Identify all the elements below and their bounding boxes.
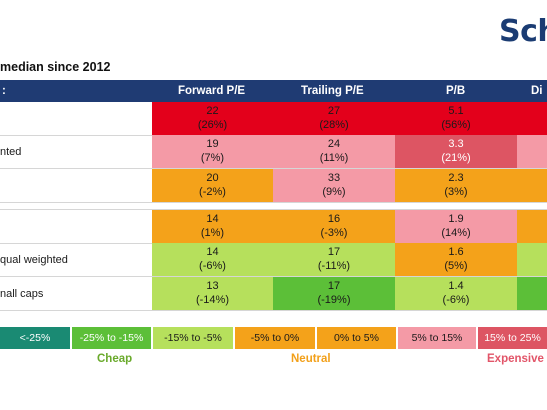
cell-value: 33: [327, 172, 341, 184]
cell-pb: 1.6 (5%): [395, 243, 517, 276]
cell-value: [517, 243, 547, 245]
row-divider: [0, 310, 547, 311]
legend-group-cheap: Cheap: [97, 353, 133, 365]
header-forward-pe: Forward P/E: [178, 85, 246, 97]
cell-dividend: [517, 243, 547, 276]
cell-percent: (-11%): [317, 260, 351, 272]
row-divider: [0, 168, 547, 169]
cell-pb: 3.3 (21%): [395, 135, 517, 168]
header-dividend: Di: [531, 85, 543, 97]
cell-percent: (-19%): [317, 294, 351, 306]
cell-value: 1.9: [448, 213, 464, 225]
row-divider: [0, 202, 547, 203]
cell-value: 24: [327, 138, 341, 150]
cell-dividend: [517, 135, 547, 168]
row-label: nall caps: [0, 288, 44, 300]
row-divider: [0, 276, 547, 277]
cell-value: [517, 210, 547, 212]
row-label: qual weighted: [0, 254, 68, 266]
cell-value: 1.6: [448, 246, 464, 258]
cell-value: 19: [206, 138, 219, 150]
header-first-col: :: [2, 85, 6, 97]
cell-forward-pe: 19 (7%): [152, 135, 273, 168]
cell-value: 2.3: [448, 172, 464, 184]
cell-percent: (9%): [322, 186, 346, 198]
row-divider: [0, 209, 547, 210]
cell-value: 3.3: [448, 138, 464, 150]
cell-value: [517, 102, 547, 104]
legend-swatch: -25% to -15%: [72, 327, 151, 349]
header-pb: P/B: [446, 85, 466, 97]
cell-value: 27: [327, 105, 341, 117]
cell-percent: (26%): [197, 119, 228, 131]
cell-percent: (28%): [319, 119, 349, 131]
cell-value: 5.1: [448, 105, 464, 117]
cell-value: 16: [327, 213, 341, 225]
cell-forward-pe: 20 (-2%): [152, 169, 273, 202]
cell-pb: 2.3 (3%): [395, 169, 517, 202]
table-header: : Forward P/E Trailing P/E P/B Di: [0, 80, 547, 102]
cell-trailing-pe: 16 (-3%): [273, 210, 395, 243]
cell-percent: (14%): [441, 227, 471, 239]
cell-value: 13: [206, 280, 219, 292]
cell-percent: (-6%): [442, 294, 470, 306]
brand-logo: Sch: [499, 14, 547, 49]
cell-value: 1.4: [448, 280, 464, 292]
legend-swatch: 0% to 5%: [317, 327, 396, 349]
cell-forward-pe: 14 (-6%): [152, 243, 273, 276]
cell-dividend: [517, 102, 547, 135]
legend-swatch: -15% to -5%: [153, 327, 233, 349]
cell-percent: (11%): [319, 152, 349, 164]
cell-value: 14: [206, 213, 219, 225]
cell-dividend: [517, 169, 547, 202]
cell-dividend: [517, 210, 547, 243]
cell-value: [517, 135, 547, 137]
cell-pb: 1.9 (14%): [395, 210, 517, 243]
cell-trailing-pe: 17 (-11%): [273, 243, 395, 276]
cell-percent: (-2%): [199, 186, 226, 198]
cell-value: 22: [206, 105, 219, 117]
header-trailing-pe: Trailing P/E: [301, 85, 364, 97]
legend-swatch: <-25%: [0, 327, 70, 349]
cell-percent: (56%): [441, 119, 471, 131]
cell-percent: (5%): [444, 260, 468, 272]
cell-trailing-pe: 17 (-19%): [273, 277, 395, 310]
cell-forward-pe: 13 (-14%): [152, 277, 273, 310]
cell-percent: (-6%): [199, 260, 226, 272]
cell-percent: (21%): [441, 152, 471, 164]
cell-pb: 1.4 (-6%): [395, 277, 517, 310]
cell-value: 17: [327, 280, 341, 292]
cell-percent: (1%): [200, 227, 225, 239]
cell-value: [517, 277, 547, 279]
legend-group-expensive: Expensive: [487, 353, 544, 365]
cell-trailing-pe: 33 (9%): [273, 169, 395, 202]
cell-percent: (-3%): [320, 227, 348, 239]
cell-trailing-pe: 27 (28%): [273, 102, 395, 135]
legend-swatch: 15% to 25%: [478, 327, 547, 349]
table-subtitle: median since 2012: [0, 60, 111, 74]
cell-value: [517, 169, 547, 171]
cell-value: 14: [206, 246, 219, 258]
cell-percent: (7%): [200, 152, 225, 164]
row-label: nted: [0, 146, 22, 158]
legend-swatch: 5% to 15%: [398, 327, 476, 349]
cell-percent: (3%): [444, 186, 468, 198]
cell-value: 17: [327, 246, 341, 258]
cell-value: 20: [206, 172, 219, 184]
cell-pb: 5.1 (56%): [395, 102, 517, 135]
cell-forward-pe: 22 (26%): [152, 102, 273, 135]
cell-dividend: [517, 277, 547, 310]
cell-trailing-pe: 24 (11%): [273, 135, 395, 168]
legend-swatch: -5% to 0%: [235, 327, 315, 349]
cell-forward-pe: 14 (1%): [152, 210, 273, 243]
legend-group-neutral: Neutral: [291, 353, 331, 365]
cell-percent: (-14%): [195, 294, 229, 306]
